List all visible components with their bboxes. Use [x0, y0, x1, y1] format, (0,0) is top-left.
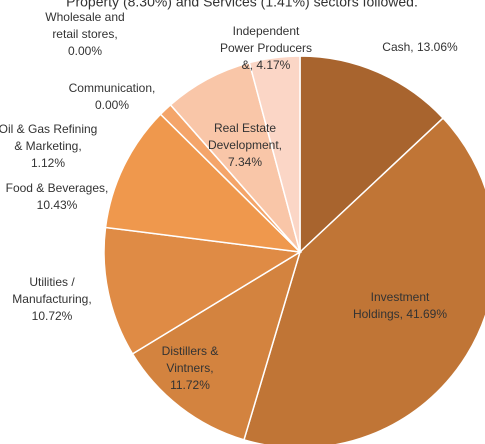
data-label-line: Communication, — [69, 81, 156, 95]
pie-slice — [243, 117, 485, 444]
data-label: Real Estate Development, 7.34% — [208, 121, 282, 169]
pie-slice — [104, 113, 303, 254]
data-label-line: Independent — [233, 24, 300, 38]
data-label: Communication, 0.00% — [69, 81, 156, 112]
data-label: Oil & Gas Refining & Marketing, 1.12% — [0, 122, 97, 170]
data-label-line: Vintners, — [166, 361, 213, 375]
data-label-line: &, 4.17% — [242, 58, 291, 72]
data-label-line: 0.00% — [68, 44, 102, 58]
data-label-line: 1.12% — [31, 156, 65, 170]
data-label-line: Wholesale and — [45, 10, 124, 24]
data-label-line: Real Estate — [214, 121, 276, 135]
data-label-line: & Marketing, — [14, 139, 81, 153]
pie-slice — [299, 55, 445, 254]
data-label-line: Oil & Gas Refining — [0, 122, 97, 136]
chart-title: Property (8.30%) and Services (1.41%) se… — [66, 0, 418, 10]
data-label-line: 7.34% — [228, 155, 262, 169]
data-label-line: Development, — [208, 138, 282, 152]
pie-slice — [131, 250, 302, 441]
data-label-line: Holdings, 41.69% — [353, 307, 447, 321]
data-label-line: 10.72% — [32, 309, 73, 323]
data-label-line: Cash, 13.06% — [382, 40, 458, 54]
data-label-line: Power Producers — [220, 41, 312, 55]
data-label-line: Investment — [371, 290, 430, 304]
data-label-line: Distillers & — [162, 344, 219, 358]
data-label: Cash, 13.06% — [382, 40, 458, 54]
data-label: Food & Beverages, 10.43% — [6, 181, 109, 212]
data-label: Wholesale and retail stores, 0.00% — [45, 10, 124, 58]
data-label: Distillers & Vintners, 11.72% — [162, 344, 219, 392]
pie-slice — [248, 55, 301, 253]
data-label-line: Utilities / — [29, 275, 75, 289]
data-label-line: 10.43% — [37, 198, 78, 212]
data-label-line: Manufacturing, — [12, 292, 91, 306]
data-label: Investment Holdings, 41.69% — [353, 290, 447, 321]
data-label-line: 11.72% — [170, 378, 210, 392]
pie-slice — [103, 226, 303, 355]
data-label-line: retail stores, — [52, 27, 117, 41]
data-label: Independent Power Producers &, 4.17% — [220, 24, 312, 72]
data-label-line: Food & Beverages, — [6, 181, 109, 195]
data-label-line: 0.00% — [95, 98, 129, 112]
data-label: Utilities / Manufacturing, 10.72% — [12, 275, 91, 323]
